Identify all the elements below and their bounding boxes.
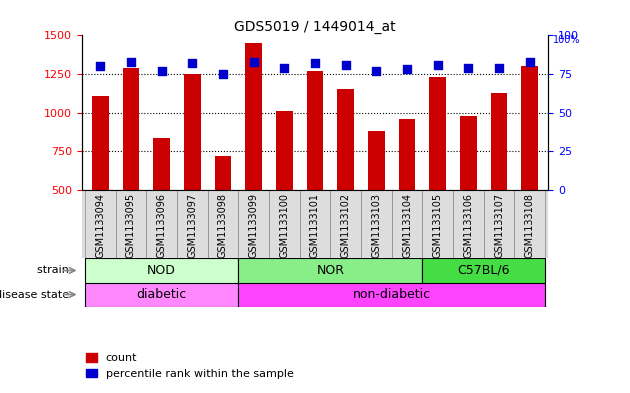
Bar <box>238 283 545 307</box>
Bar <box>85 259 238 283</box>
Bar <box>422 259 545 283</box>
Bar <box>177 190 208 259</box>
Bar <box>392 190 422 259</box>
Bar <box>429 77 446 190</box>
Text: diabetic: diabetic <box>137 288 186 301</box>
Point <box>525 59 535 65</box>
Text: GSM1133096: GSM1133096 <box>157 193 167 258</box>
Point <box>402 66 412 72</box>
Text: GSM1133098: GSM1133098 <box>218 193 228 258</box>
Bar <box>153 138 170 190</box>
Text: GSM1133100: GSM1133100 <box>279 193 289 258</box>
Text: NOD: NOD <box>147 264 176 277</box>
Bar <box>276 111 293 190</box>
Point <box>494 65 504 71</box>
Bar <box>208 190 238 259</box>
Bar <box>422 190 453 259</box>
Text: GSM1133097: GSM1133097 <box>187 193 197 258</box>
Text: strain: strain <box>37 266 72 275</box>
Point <box>371 68 381 74</box>
Text: disease state: disease state <box>0 290 72 299</box>
Bar <box>460 116 477 190</box>
Text: GSM1133103: GSM1133103 <box>371 193 381 258</box>
Text: GSM1133102: GSM1133102 <box>341 193 351 258</box>
Bar <box>123 68 139 190</box>
Bar <box>361 190 392 259</box>
Point <box>157 68 167 74</box>
Text: GSM1133095: GSM1133095 <box>126 193 136 258</box>
Point <box>279 65 289 71</box>
Bar <box>307 71 323 190</box>
Bar <box>368 131 385 190</box>
Point <box>187 60 197 66</box>
Bar <box>514 190 545 259</box>
Title: GDS5019 / 1449014_at: GDS5019 / 1449014_at <box>234 20 396 34</box>
Point <box>126 59 136 65</box>
Bar <box>116 190 146 259</box>
Point <box>95 63 105 70</box>
Point <box>218 71 228 77</box>
Point <box>310 60 320 66</box>
Text: GSM1133101: GSM1133101 <box>310 193 320 258</box>
Bar <box>245 43 262 190</box>
Bar <box>92 95 109 190</box>
Text: non-diabetic: non-diabetic <box>353 288 431 301</box>
Text: NOR: NOR <box>316 264 345 277</box>
Bar <box>85 283 238 307</box>
Bar <box>337 89 354 190</box>
Text: 100%: 100% <box>553 35 580 45</box>
Bar <box>269 190 300 259</box>
Text: GSM1133107: GSM1133107 <box>494 193 504 258</box>
Bar <box>238 190 269 259</box>
Text: GSM1133099: GSM1133099 <box>249 193 259 258</box>
Bar <box>215 156 231 190</box>
Point <box>341 62 351 68</box>
Legend: count, percentile rank within the sample: count, percentile rank within the sample <box>81 349 298 384</box>
Bar <box>453 190 484 259</box>
Text: GSM1133094: GSM1133094 <box>95 193 105 258</box>
Text: GSM1133104: GSM1133104 <box>402 193 412 258</box>
Bar <box>330 190 361 259</box>
Point <box>249 59 259 65</box>
Bar <box>484 190 514 259</box>
Text: GSM1133108: GSM1133108 <box>525 193 535 258</box>
Text: C57BL/6: C57BL/6 <box>457 264 510 277</box>
Text: GSM1133106: GSM1133106 <box>463 193 473 258</box>
Bar <box>399 119 415 190</box>
Point <box>433 62 443 68</box>
Point <box>463 65 473 71</box>
Bar <box>491 92 507 190</box>
Text: GSM1133105: GSM1133105 <box>433 193 443 258</box>
Bar <box>521 66 538 190</box>
Bar <box>300 190 330 259</box>
Bar <box>146 190 177 259</box>
Bar <box>184 74 201 190</box>
Bar <box>238 259 422 283</box>
Bar <box>85 190 116 259</box>
